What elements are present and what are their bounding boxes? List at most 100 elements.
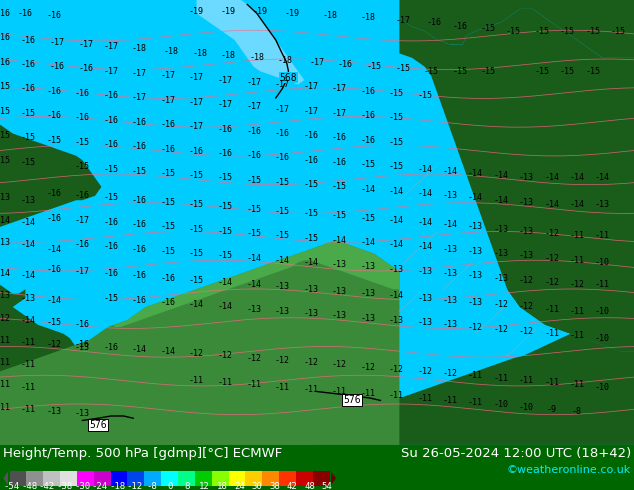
Text: -13: -13 bbox=[493, 249, 508, 258]
Text: 12: 12 bbox=[199, 482, 210, 490]
Text: -13: -13 bbox=[389, 316, 404, 325]
Text: -15: -15 bbox=[585, 26, 600, 36]
Text: -19: -19 bbox=[252, 7, 268, 16]
Text: -15: -15 bbox=[160, 222, 176, 231]
Text: -11: -11 bbox=[0, 380, 11, 390]
Text: -11: -11 bbox=[417, 393, 432, 403]
Text: -12: -12 bbox=[217, 351, 233, 361]
Text: -18: -18 bbox=[249, 53, 264, 62]
Text: -14: -14 bbox=[21, 240, 36, 249]
Text: -15: -15 bbox=[103, 194, 119, 202]
Text: -11: -11 bbox=[569, 231, 585, 240]
Text: -13: -13 bbox=[0, 292, 11, 300]
Text: 30: 30 bbox=[252, 482, 262, 490]
Text: -13: -13 bbox=[75, 343, 90, 351]
Text: -15: -15 bbox=[0, 107, 11, 116]
Text: -13: -13 bbox=[360, 314, 375, 322]
Text: -13: -13 bbox=[21, 294, 36, 303]
Text: -30: -30 bbox=[74, 482, 90, 490]
Text: -24: -24 bbox=[91, 482, 108, 490]
Text: -17: -17 bbox=[132, 69, 147, 78]
Text: -9: -9 bbox=[547, 405, 557, 414]
Text: -16: -16 bbox=[160, 120, 176, 129]
Text: -13: -13 bbox=[443, 269, 458, 278]
Text: -15: -15 bbox=[217, 202, 233, 211]
Text: -16: -16 bbox=[217, 149, 233, 158]
Polygon shape bbox=[399, 0, 634, 58]
Text: -18: -18 bbox=[164, 47, 179, 56]
Text: -17: -17 bbox=[189, 74, 204, 82]
Text: -11: -11 bbox=[468, 371, 483, 380]
Text: -15: -15 bbox=[395, 65, 410, 74]
Text: -15: -15 bbox=[303, 180, 318, 189]
Text: -10: -10 bbox=[595, 258, 610, 267]
Text: -12: -12 bbox=[468, 322, 483, 332]
Bar bbox=[43, 471, 60, 486]
Text: -11: -11 bbox=[217, 378, 233, 387]
Text: -11: -11 bbox=[595, 231, 610, 240]
Text: -18: -18 bbox=[278, 55, 293, 65]
Text: -16: -16 bbox=[246, 151, 261, 160]
Text: -12: -12 bbox=[46, 341, 61, 349]
Text: -15: -15 bbox=[360, 214, 375, 222]
Text: -16: -16 bbox=[103, 343, 119, 351]
Text: -16: -16 bbox=[75, 341, 90, 349]
Text: -15: -15 bbox=[424, 67, 439, 75]
Bar bbox=[178, 471, 195, 486]
Bar bbox=[10, 471, 27, 486]
Bar bbox=[228, 471, 245, 486]
Text: -13: -13 bbox=[332, 287, 347, 296]
Text: -19: -19 bbox=[221, 7, 236, 16]
Text: -16: -16 bbox=[0, 33, 11, 42]
Text: -14: -14 bbox=[443, 220, 458, 229]
Text: -15: -15 bbox=[303, 234, 318, 243]
Bar bbox=[296, 471, 313, 486]
Text: -14: -14 bbox=[417, 218, 432, 227]
Text: -17: -17 bbox=[189, 122, 204, 131]
Text: -16: -16 bbox=[217, 124, 233, 134]
Text: -14: -14 bbox=[46, 245, 61, 254]
Text: -14: -14 bbox=[417, 243, 432, 251]
Text: -17: -17 bbox=[303, 82, 318, 91]
Text: -14: -14 bbox=[21, 218, 36, 227]
Text: -16: -16 bbox=[332, 158, 347, 167]
Text: -16: -16 bbox=[75, 191, 90, 200]
Text: -12: -12 bbox=[519, 327, 534, 336]
Text: -16: -16 bbox=[132, 142, 147, 151]
Text: -14: -14 bbox=[389, 240, 404, 249]
Text: -15: -15 bbox=[132, 167, 147, 176]
Text: -15: -15 bbox=[534, 26, 550, 36]
Text: -11: -11 bbox=[21, 338, 36, 347]
Text: -13: -13 bbox=[519, 173, 534, 182]
Text: -16: -16 bbox=[160, 145, 176, 153]
Text: -15: -15 bbox=[275, 207, 290, 216]
Text: -11: -11 bbox=[21, 360, 36, 369]
Text: -16: -16 bbox=[338, 60, 353, 69]
Text: -12: -12 bbox=[519, 276, 534, 285]
Polygon shape bbox=[197, 0, 304, 85]
Text: -14: -14 bbox=[360, 238, 375, 247]
Text: -14: -14 bbox=[544, 173, 559, 182]
Text: -14: -14 bbox=[217, 278, 233, 287]
Text: -11: -11 bbox=[189, 376, 204, 385]
Text: -12: -12 bbox=[0, 314, 11, 322]
Text: -13: -13 bbox=[75, 409, 90, 418]
Text: -17: -17 bbox=[395, 16, 410, 24]
Text: 48: 48 bbox=[304, 482, 315, 490]
Text: -13: -13 bbox=[417, 267, 432, 276]
Text: -13: -13 bbox=[360, 289, 375, 298]
Text: -14: -14 bbox=[246, 280, 261, 289]
Text: -14: -14 bbox=[0, 269, 11, 278]
Bar bbox=[279, 471, 296, 486]
Text: -15: -15 bbox=[103, 294, 119, 303]
Text: -16: -16 bbox=[75, 113, 90, 122]
Text: -12: -12 bbox=[519, 302, 534, 312]
Text: -19: -19 bbox=[189, 7, 204, 16]
Text: -16: -16 bbox=[246, 127, 261, 136]
Text: -17: -17 bbox=[217, 100, 233, 109]
Text: -16: -16 bbox=[160, 298, 176, 307]
Text: -16: -16 bbox=[132, 196, 147, 205]
Text: -16: -16 bbox=[46, 265, 61, 274]
Text: -12: -12 bbox=[544, 253, 559, 263]
Text: -11: -11 bbox=[332, 387, 347, 396]
